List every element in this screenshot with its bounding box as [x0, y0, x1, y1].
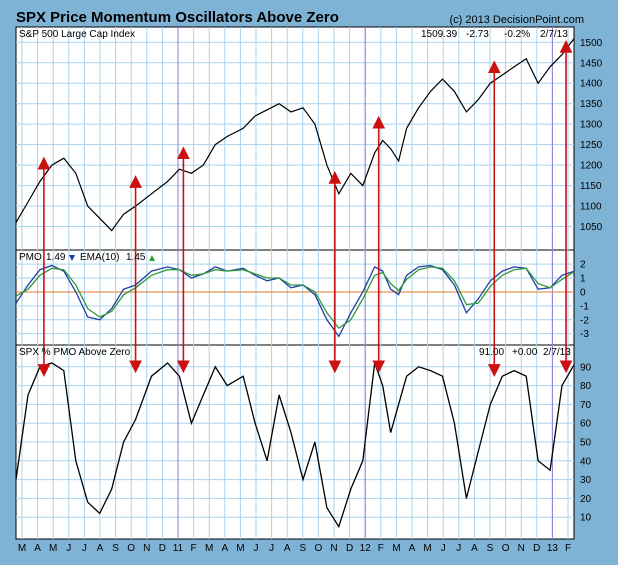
ema-legend-value: 1.45 [126, 252, 146, 263]
y-tick-label: 1200 [580, 161, 603, 172]
x-tick-label: A [471, 543, 478, 554]
pct-readout-value: 91.00 [479, 347, 504, 358]
copyright-text: (c) 2013 DecisionPoint.com [449, 14, 584, 26]
y-tick-label: 90 [580, 362, 592, 373]
pmo-legend: PMO 1.49 EMA(10) 1.45 [19, 252, 155, 263]
x-tick-label: M [423, 543, 431, 554]
x-tick-label: D [159, 543, 166, 554]
chart-title: SPX Price Momentum Oscillators Above Zer… [16, 9, 339, 26]
x-tick-label: 13 [547, 543, 559, 554]
down-arrow-icon [69, 255, 75, 261]
pmo-legend-label: PMO [19, 252, 42, 263]
x-tick-label: N [518, 543, 525, 554]
x-tick-label: N [143, 543, 150, 554]
y-tick-label: 1400 [580, 79, 603, 90]
x-tick-label: A [34, 543, 41, 554]
x-tick-label: J [254, 543, 259, 554]
x-tick-label: F [565, 543, 571, 554]
y-tick-label: 50 [580, 438, 592, 449]
x-tick-label: S [487, 543, 494, 554]
price-readout-value: 1509.39 [421, 29, 458, 40]
y-tick-label: -3 [580, 329, 589, 340]
x-tick-label: M [49, 543, 57, 554]
y-tick-label: 10 [580, 513, 592, 524]
x-tick-label: M [205, 543, 213, 554]
price-readout-pct: -0.2% [504, 29, 530, 40]
y-tick-label: 30 [580, 475, 592, 486]
x-tick-label: N [330, 543, 337, 554]
x-tick-label: M [392, 543, 400, 554]
y-tick-label: 40 [580, 456, 592, 467]
y-tick-label: 1150 [580, 181, 602, 192]
x-tick-label: F [191, 543, 197, 554]
pmo-legend-value: 1.49 [46, 252, 66, 263]
y-tick-label: 1050 [580, 222, 603, 233]
x-tick-label: O [502, 543, 510, 554]
pct-readout-change: +0.00 [512, 347, 538, 358]
pct-readout-date: 2/7/13 [543, 347, 571, 358]
x-tick-label: F [378, 543, 384, 554]
x-tick-label: J [269, 543, 274, 554]
x-tick-label: J [82, 543, 87, 554]
y-tick-label: 0 [580, 287, 586, 298]
y-tick-label: 1500 [580, 38, 603, 49]
y-tick-labels: 1050110011501200125013001350140014501500… [580, 38, 603, 524]
y-tick-label: 1450 [580, 58, 603, 69]
y-tick-label: 1100 [580, 202, 602, 213]
x-tick-label: S [112, 543, 119, 554]
x-tick-label: O [127, 543, 135, 554]
price-panel-series-0 [15, 38, 575, 232]
pct-panel-series-0 [15, 362, 575, 529]
y-tick-label: -2 [580, 315, 589, 326]
x-tick-label: D [346, 543, 353, 554]
x-tick-label: J [456, 543, 461, 554]
price-panel-title: S&P 500 Large Cap Index [19, 29, 135, 40]
y-tick-label: 60 [580, 419, 592, 430]
x-tick-label: M [236, 543, 244, 554]
y-tick-label: 1 [580, 274, 586, 285]
pmo-panel [15, 249, 575, 346]
pct-panel-title: SPX % PMO Above Zero [19, 347, 131, 358]
x-tick-label: M [18, 543, 26, 554]
x-tick-label: A [409, 543, 416, 554]
price-readout-change: -2.73 [466, 29, 489, 40]
y-tick-label: 70 [580, 400, 592, 411]
y-tick-label: 20 [580, 494, 592, 505]
x-tick-labels: M A M J J A S O N D 11 F M A M J J A S O N D 12 F M A M J J A S O N D 13 F [18, 543, 571, 554]
y-tick-label: 80 [580, 381, 592, 392]
x-tick-label: A [284, 543, 291, 554]
up-arrow-icon [149, 255, 155, 261]
y-tick-label: 1350 [580, 99, 603, 110]
y-tick-label: 1300 [580, 120, 603, 131]
x-tick-label: S [299, 543, 306, 554]
y-tick-label: 1250 [580, 140, 603, 151]
series-lines [15, 38, 575, 529]
x-tick-label: A [97, 543, 104, 554]
x-tick-label: 11 [173, 543, 184, 554]
pmo-panel-series-1 [15, 266, 575, 329]
pmo-panel-series-0 [15, 264, 575, 338]
x-tick-label: A [221, 543, 228, 554]
x-tick-label: O [315, 543, 323, 554]
signal-arrows [37, 39, 573, 377]
price-readout-date: 2/7/13 [540, 29, 568, 40]
price-panel [15, 26, 575, 251]
x-tick-label: J [441, 543, 446, 554]
x-tick-label: 12 [360, 543, 372, 554]
ema-legend-label: EMA(10) [80, 252, 119, 263]
x-tick-label: J [66, 543, 71, 554]
x-tick-label: D [533, 543, 540, 554]
y-tick-label: 2 [580, 260, 586, 271]
y-tick-label: -1 [580, 301, 589, 312]
